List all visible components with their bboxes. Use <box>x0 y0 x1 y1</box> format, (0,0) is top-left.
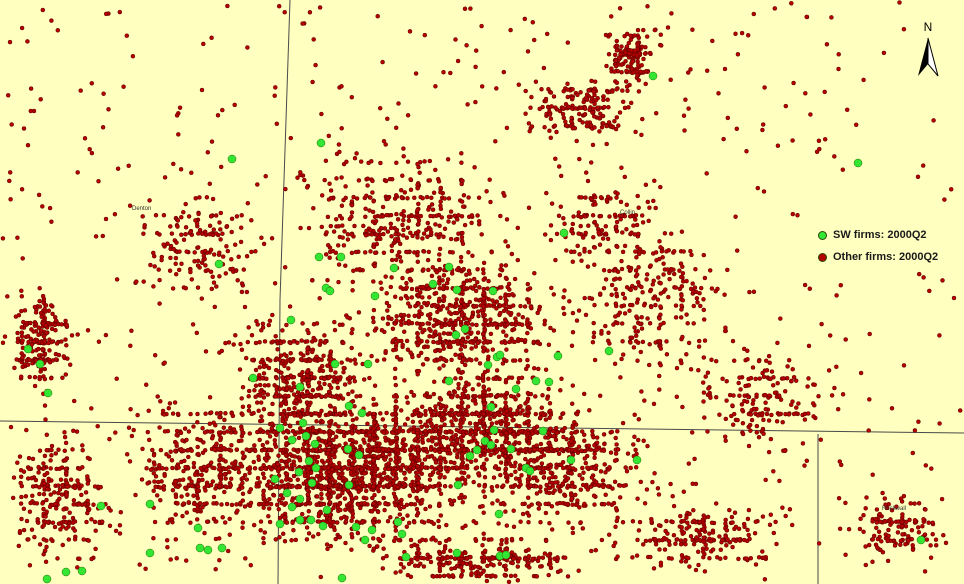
red-dot-icon <box>818 252 827 262</box>
legend-item-sw-firms: SW firms: 2000Q2 <box>818 224 938 246</box>
county-label-rockwall: Rockwall <box>882 506 907 512</box>
legend-label-sw-firms: SW firms: 2000Q2 <box>833 229 927 241</box>
county-label-collin: Collin <box>620 210 636 216</box>
north-letter: N <box>923 20 933 34</box>
green-dot-icon <box>818 230 827 240</box>
legend-item-other-firms: Other firms: 2000Q2 <box>818 246 938 268</box>
sw-firms-layer <box>23 71 926 584</box>
north-arrow-icon <box>918 37 939 77</box>
legend-label-other-firms: Other firms: 2000Q2 <box>833 251 939 263</box>
map-legend: SW firms: 2000Q2 Other firms: 2000Q2 <box>818 224 938 268</box>
county-label-denton: Denton <box>132 206 152 212</box>
north-arrow: N <box>915 20 941 80</box>
